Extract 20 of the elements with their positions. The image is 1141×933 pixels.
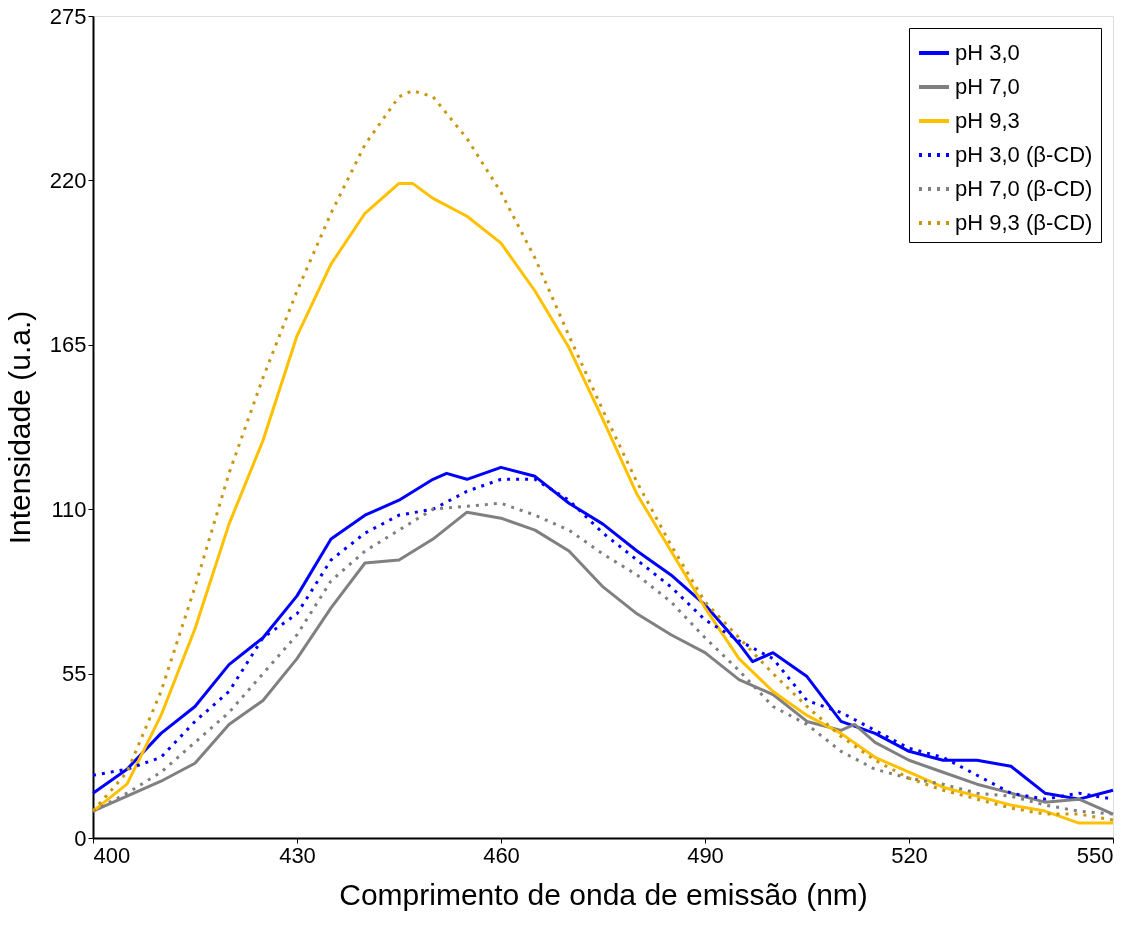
y-tick-label: 165: [49, 332, 87, 358]
x-tick-label: 430: [279, 842, 316, 868]
x-tick-label: 550: [1076, 842, 1114, 868]
y-tick-label: 220: [49, 167, 87, 193]
x-tick-label: 400: [93, 842, 131, 868]
legend-label: pH 3,0 (β-CD): [955, 142, 1093, 167]
y-tick-label: 275: [49, 3, 87, 29]
x-axis-title: Comprimento de onda de emissão (nm): [339, 877, 868, 911]
x-tick-label: 520: [891, 842, 928, 868]
y-tick-label: 55: [62, 661, 87, 687]
x-tick-label: 460: [483, 842, 520, 868]
legend-label: pH 3,0: [955, 40, 1020, 65]
legend-label: pH 7,0 (β-CD): [955, 176, 1093, 201]
legend-label: pH 9,3 (β-CD): [955, 210, 1093, 235]
y-tick-label: 110: [51, 496, 87, 522]
y-axis-title: Intensidade (u.a.): [2, 310, 36, 545]
x-tick-label: 490: [687, 842, 724, 868]
y-tick-label: 0: [74, 825, 87, 851]
legend-label: pH 9,3: [955, 108, 1020, 133]
legend-label: pH 7,0: [955, 74, 1020, 99]
